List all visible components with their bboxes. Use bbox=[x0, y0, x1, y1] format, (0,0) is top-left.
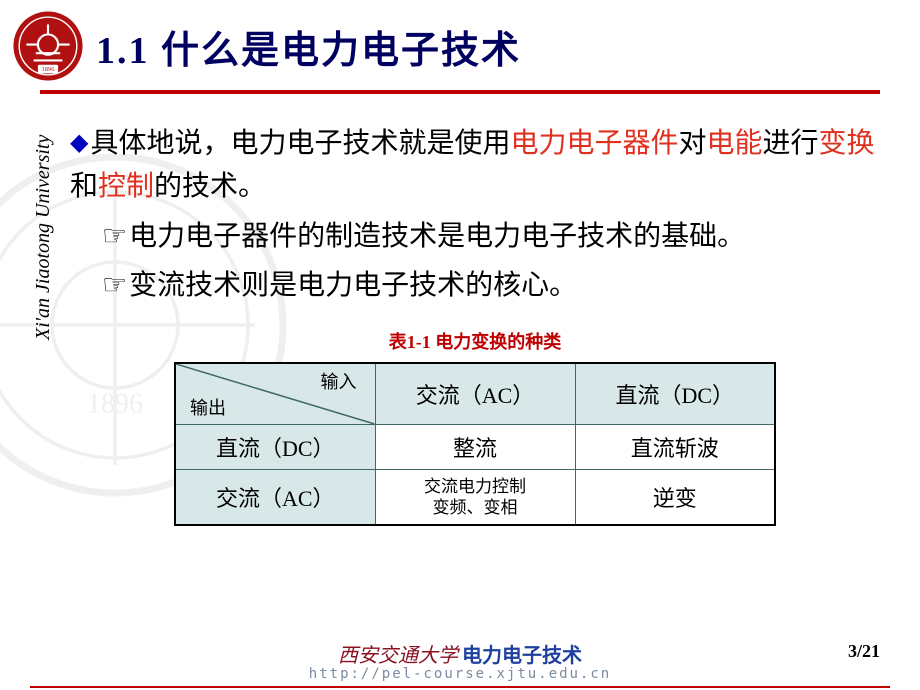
slide-header: 1896 1.1 什么是电力电子技术 bbox=[0, 0, 920, 90]
p1-highlight-1: 电力电子器件 bbox=[510, 128, 678, 159]
cell-ac-control-line2: 变频、变相 bbox=[388, 497, 563, 518]
pointer-icon: ☞ bbox=[102, 221, 127, 252]
pointer-icon: ☞ bbox=[102, 270, 127, 301]
sub-point-2: ☞变流技术则是电力电子技术的核心。 bbox=[70, 264, 880, 307]
p1-text-5: 的技术。 bbox=[154, 171, 266, 202]
row-header-dc: 直流（DC） bbox=[175, 424, 375, 469]
cell-rectify: 整流 bbox=[375, 424, 575, 469]
p1-highlight-3: 变换 bbox=[819, 128, 875, 159]
cell-chopper: 直流斩波 bbox=[575, 424, 775, 469]
cell-ac-control: 交流电力控制 变频、变相 bbox=[375, 469, 575, 525]
col-header-ac: 交流（AC） bbox=[375, 363, 575, 425]
footer-course: 电力电子技术 bbox=[462, 645, 582, 667]
svg-text:1896: 1896 bbox=[42, 66, 56, 73]
slide-content: ◆具体地说，电力电子技术就是使用电力电子器件对电能进行变换和控制的技术。 ☞电力… bbox=[0, 94, 920, 526]
p1-text-3: 进行 bbox=[763, 128, 819, 159]
side-university-label: Xi'an Jiaotong University bbox=[32, 135, 55, 340]
footer-divider bbox=[30, 686, 890, 688]
bullet-paragraph-1: ◆具体地说，电力电子技术就是使用电力电子器件对电能进行变换和控制的技术。 bbox=[70, 122, 880, 209]
corner-output-label: 输出 bbox=[190, 394, 226, 420]
university-logo-icon: 1896 bbox=[12, 10, 84, 82]
p1-highlight-4: 控制 bbox=[98, 171, 154, 202]
p1-text-2: 对 bbox=[679, 128, 707, 159]
table-wrapper: 输入 输出 交流（AC） 直流（DC） 直流（DC） 整流 直流斩波 交流（AC… bbox=[70, 362, 880, 527]
slide-footer: 西安交通大学 电力电子技术 http://pel-course.xjtu.edu… bbox=[0, 639, 920, 688]
table-caption: 表1-1 电力变换的种类 bbox=[70, 328, 880, 354]
slide-title: 1.1 什么是电力电子技术 bbox=[96, 19, 521, 74]
table-corner-cell: 输入 输出 bbox=[175, 363, 375, 425]
footer-university: 西安交通大学 bbox=[338, 645, 458, 667]
p1-highlight-2: 电能 bbox=[707, 128, 763, 159]
p3-text: 变流技术则是电力电子技术的核心。 bbox=[129, 270, 577, 301]
col-header-dc: 直流（DC） bbox=[575, 363, 775, 425]
p2-text: 电力电子器件的制造技术是电力电子技术的基础。 bbox=[129, 221, 745, 252]
footer-url: http://pel-course.xjtu.edu.cn bbox=[0, 666, 920, 682]
cell-ac-control-line1: 交流电力控制 bbox=[388, 476, 563, 497]
cell-invert: 逆变 bbox=[575, 469, 775, 525]
corner-input-label: 输入 bbox=[321, 368, 357, 394]
p1-text-4: 和 bbox=[70, 171, 98, 202]
diamond-bullet-icon: ◆ bbox=[70, 130, 88, 156]
row-header-ac: 交流（AC） bbox=[175, 469, 375, 525]
sub-point-1: ☞电力电子器件的制造技术是电力电子技术的基础。 bbox=[70, 215, 880, 258]
conversion-table: 输入 输出 交流（AC） 直流（DC） 直流（DC） 整流 直流斩波 交流（AC… bbox=[174, 362, 776, 527]
p1-text-1: 具体地说，电力电子技术就是使用 bbox=[90, 128, 510, 159]
